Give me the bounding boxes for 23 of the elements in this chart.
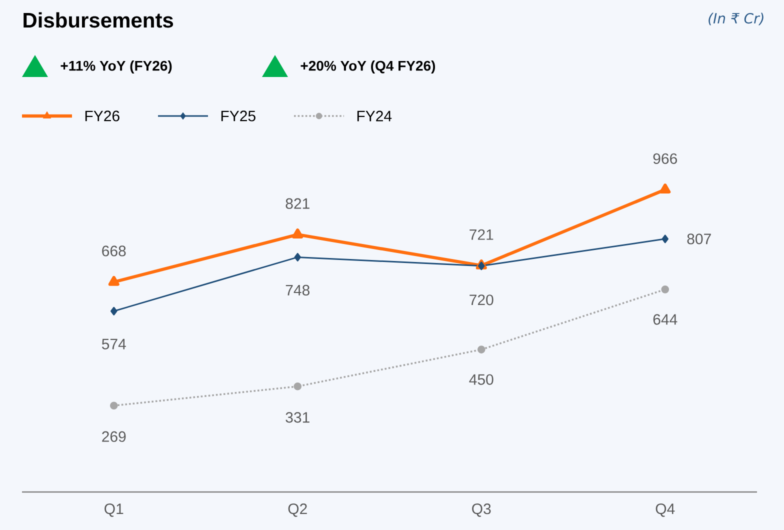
data-label: 331 bbox=[286, 412, 310, 423]
data-label: 748 bbox=[286, 284, 310, 296]
x-tick-label: Q2 bbox=[288, 504, 307, 517]
legend-label: FY26 bbox=[85, 110, 120, 122]
chart-title: Disbursements bbox=[24, 12, 174, 28]
data-label: 966 bbox=[653, 153, 677, 164]
legend-label: FY25 bbox=[221, 110, 256, 122]
text: +11% YoY (FY26) bbox=[60, 60, 172, 74]
data-label: 574 bbox=[102, 338, 126, 350]
x-tick-label: Q1 bbox=[104, 504, 124, 517]
data-label: 668 bbox=[102, 246, 126, 256]
x-tick-label: Q3 bbox=[472, 504, 491, 517]
data-label: 807 bbox=[687, 234, 711, 244]
legend-label: FY24 bbox=[357, 110, 392, 122]
data-label: 644 bbox=[653, 314, 678, 325]
data-label: 450 bbox=[469, 374, 494, 385]
data-label: 721 bbox=[470, 229, 494, 240]
text: +20% YoY (Q4 FY26) bbox=[300, 60, 436, 74]
x-tick-label: Q4 bbox=[656, 504, 675, 517]
data-label: 720 bbox=[470, 294, 494, 306]
data-label: 821 bbox=[286, 198, 310, 209]
data-label: 269 bbox=[102, 431, 126, 442]
text: (In ₹ Cr) bbox=[708, 12, 764, 26]
